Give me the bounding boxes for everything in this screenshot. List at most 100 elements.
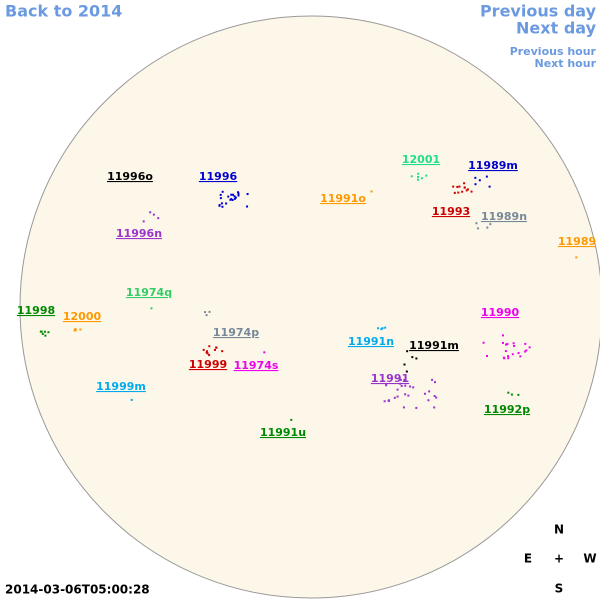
sunspot xyxy=(396,395,399,398)
sunspot xyxy=(405,370,408,373)
sunspot xyxy=(478,179,481,182)
sunspot xyxy=(519,355,522,358)
sunspot xyxy=(510,393,513,396)
region-label[interactable]: 11990 xyxy=(481,306,520,319)
sunspot xyxy=(470,190,473,193)
previous-day-link[interactable]: Previous day xyxy=(480,2,597,21)
sunspot xyxy=(79,328,82,331)
sunspot xyxy=(506,355,509,358)
region-label[interactable]: 11999m xyxy=(96,380,146,393)
region-label[interactable]: 11991o xyxy=(320,192,366,205)
sunspot xyxy=(403,363,406,366)
sunspot xyxy=(377,327,380,330)
sunspot xyxy=(513,344,516,347)
sunspot xyxy=(501,341,504,344)
sunspot xyxy=(461,190,464,193)
region-label[interactable]: 11991 xyxy=(371,372,409,385)
sunspot xyxy=(237,192,240,195)
sunspot xyxy=(511,353,514,356)
sunspot xyxy=(407,394,410,397)
sunspot xyxy=(74,328,77,331)
sunspot xyxy=(263,351,266,354)
region-label[interactable]: 11993 xyxy=(432,205,470,218)
next-hour-link[interactable]: Next hour xyxy=(535,57,597,70)
sunspot xyxy=(231,193,234,196)
sunspot xyxy=(231,198,234,201)
region-label[interactable]: 11974p xyxy=(213,326,259,339)
sunspot xyxy=(73,329,76,332)
region-label[interactable]: 11991m xyxy=(409,339,459,352)
sunspot xyxy=(417,178,420,181)
sunspot xyxy=(234,196,237,199)
sunspot xyxy=(142,220,145,223)
sunspot xyxy=(399,382,402,385)
sunspot xyxy=(524,342,527,345)
sunspot xyxy=(417,175,420,178)
sunspot xyxy=(246,193,249,196)
region-label[interactable]: 11974s xyxy=(234,359,279,372)
region-label[interactable]: 11989m xyxy=(468,159,518,172)
sunspot xyxy=(290,418,293,421)
sunspot xyxy=(463,182,466,185)
timestamp: 2014-03-06T05:00:28 xyxy=(5,583,150,597)
sunspot xyxy=(507,357,510,360)
sunspot xyxy=(385,382,388,385)
sunspot xyxy=(208,354,211,357)
sunspot xyxy=(383,400,386,403)
region-label[interactable]: 11996o xyxy=(107,170,153,183)
previous-hour-link[interactable]: Previous hour xyxy=(510,45,597,58)
sunspot xyxy=(406,350,409,353)
sunspot xyxy=(517,393,520,396)
sunspot xyxy=(400,384,403,387)
region-label[interactable]: 12000 xyxy=(63,310,102,323)
region-label[interactable]: 11992p xyxy=(484,403,530,416)
region-label[interactable]: 11974q xyxy=(126,286,172,299)
sunspot xyxy=(528,346,531,349)
sunspot xyxy=(503,357,506,360)
compass-south: S xyxy=(555,582,564,596)
sunspot xyxy=(152,213,155,216)
sunspot xyxy=(227,195,230,198)
region-label[interactable]: 11991n xyxy=(348,335,394,348)
sunspot xyxy=(409,385,412,388)
sunspot xyxy=(225,202,228,205)
sunspot xyxy=(221,190,224,193)
back-link[interactable]: Back to 2014 xyxy=(5,2,122,21)
sunspot xyxy=(370,190,373,193)
next-day-link[interactable]: Next day xyxy=(516,19,597,38)
sunspot xyxy=(204,311,207,314)
sunspot xyxy=(433,406,436,409)
region-label[interactable]: 11996 xyxy=(199,170,238,183)
sunspot xyxy=(213,348,216,351)
region-label[interactable]: 11998 xyxy=(17,304,55,317)
sunspot xyxy=(149,211,152,214)
sunspot xyxy=(506,343,509,346)
region-label[interactable]: 11989 xyxy=(558,235,596,248)
sunspot xyxy=(47,331,50,334)
sunspot xyxy=(237,194,240,197)
sunspot xyxy=(457,191,460,194)
sunspot xyxy=(150,307,153,310)
sunspot xyxy=(465,189,468,192)
sunspot xyxy=(517,352,520,355)
region-label[interactable]: 11991u xyxy=(260,426,306,439)
sunspot xyxy=(512,342,515,345)
sunspot xyxy=(230,193,233,196)
sunspot xyxy=(456,185,459,188)
sunspot xyxy=(396,388,399,391)
sunspot xyxy=(380,328,383,331)
compass-west: W xyxy=(583,552,596,566)
region-label[interactable]: 11996n xyxy=(116,227,162,240)
sunspot xyxy=(463,186,466,189)
sunspot xyxy=(502,334,505,337)
sunspot xyxy=(452,185,455,188)
sunspot xyxy=(39,330,42,333)
sunspot xyxy=(220,202,223,205)
sunspot xyxy=(44,334,47,337)
region-label[interactable]: 11989n xyxy=(481,210,527,223)
sunspot xyxy=(505,343,508,346)
region-label[interactable]: 12001 xyxy=(402,153,440,166)
region-label[interactable]: 11999 xyxy=(189,358,227,371)
sunspot xyxy=(453,191,456,194)
sunspot xyxy=(524,350,527,353)
